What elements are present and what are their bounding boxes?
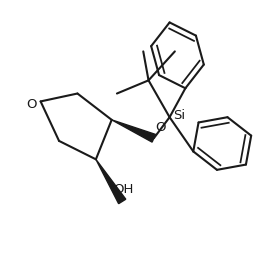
Polygon shape — [96, 159, 126, 204]
Polygon shape — [112, 120, 155, 142]
Text: O: O — [26, 98, 37, 111]
Text: O: O — [155, 120, 166, 134]
Text: OH: OH — [113, 183, 134, 196]
Text: Si: Si — [173, 109, 185, 122]
